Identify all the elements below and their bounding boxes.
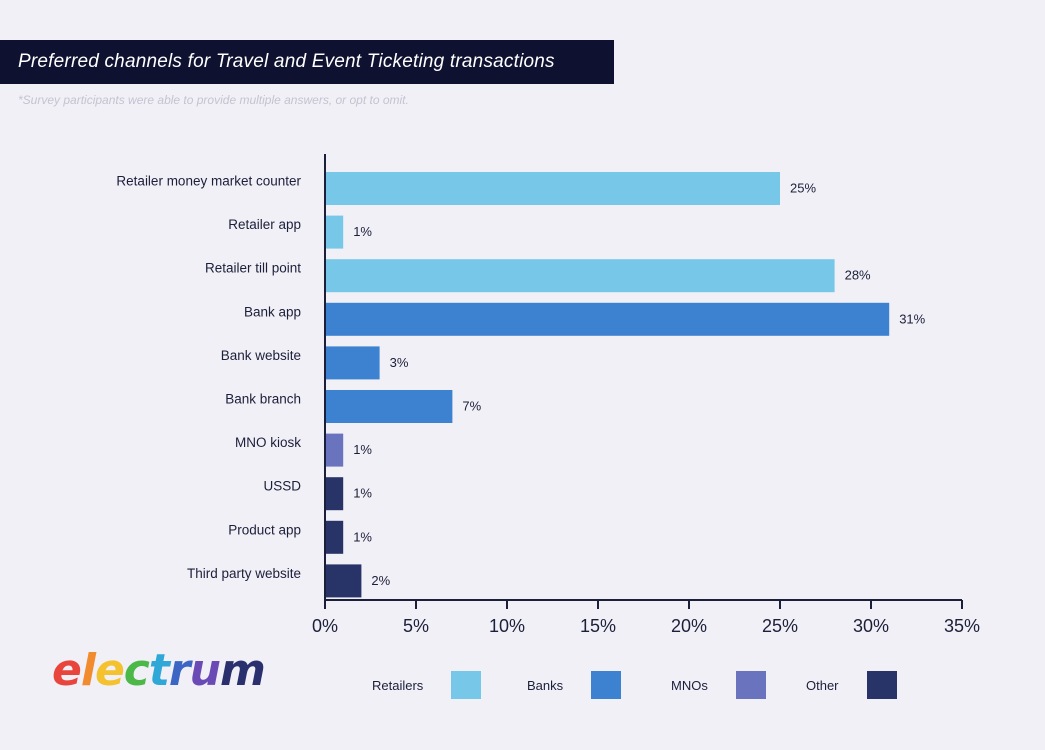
bar-8 bbox=[325, 520, 344, 554]
category-label: Bank app bbox=[244, 304, 301, 319]
legend-swatch bbox=[591, 671, 622, 699]
logo-letter: u bbox=[189, 645, 221, 696]
x-tick-label: 5% bbox=[403, 616, 429, 636]
value-label: 25% bbox=[790, 181, 816, 196]
value-label: 31% bbox=[899, 311, 925, 326]
bar-9 bbox=[325, 564, 362, 598]
legend-swatch bbox=[451, 671, 482, 699]
title-banner: Preferred channels for Travel and Event … bbox=[0, 40, 614, 84]
legend-swatch bbox=[866, 671, 897, 699]
value-label: 1% bbox=[353, 442, 372, 457]
value-label: 28% bbox=[845, 268, 871, 283]
x-tick-label: 10% bbox=[489, 616, 525, 636]
category-label: MNO kiosk bbox=[235, 435, 301, 450]
bar-4 bbox=[325, 346, 380, 380]
value-label: 7% bbox=[462, 399, 481, 414]
bar-3 bbox=[325, 302, 890, 336]
legend-label: Banks bbox=[527, 677, 564, 693]
x-tick-label: 20% bbox=[671, 616, 707, 636]
category-label: USSD bbox=[263, 479, 301, 494]
legend-item-retailers: Retailers bbox=[372, 670, 482, 700]
electrum-logo: electrum bbox=[52, 645, 266, 696]
x-tick-label: 30% bbox=[853, 616, 889, 636]
logo-letter: r bbox=[168, 645, 191, 696]
legend-swatch bbox=[735, 671, 766, 699]
bar-group bbox=[325, 172, 890, 598]
legend-item-mnos: MNOs bbox=[671, 670, 766, 700]
category-label: Retailer money market counter bbox=[116, 174, 301, 189]
bar-6 bbox=[325, 433, 344, 467]
legend-label: Other bbox=[806, 677, 839, 693]
logo-letter: e bbox=[94, 645, 125, 696]
chart-title: Preferred channels for Travel and Event … bbox=[18, 51, 555, 72]
bar-2 bbox=[325, 259, 835, 293]
legend-label: MNOs bbox=[671, 677, 708, 693]
legend-label: Retailers bbox=[372, 677, 424, 693]
value-label: 3% bbox=[390, 355, 409, 370]
logo-letter: t bbox=[148, 645, 170, 696]
value-label: 2% bbox=[371, 573, 390, 588]
chart-subtitle: *Survey participants were able to provid… bbox=[18, 93, 409, 107]
value-label: 1% bbox=[353, 486, 372, 501]
bar-7 bbox=[325, 477, 344, 511]
chart-legend: Retailers Banks MNOs Other bbox=[0, 670, 1045, 700]
category-label: Retailer till point bbox=[205, 261, 301, 276]
bar-0 bbox=[325, 172, 780, 205]
x-tick-label: 25% bbox=[762, 616, 798, 636]
x-tick-label: 35% bbox=[944, 616, 980, 636]
value-label: 1% bbox=[353, 529, 372, 544]
x-tick-label: 0% bbox=[312, 616, 338, 636]
value-label: 1% bbox=[353, 224, 372, 239]
category-label: Bank branch bbox=[225, 392, 301, 407]
category-label: Bank website bbox=[221, 348, 301, 363]
chart-axes: Retailer money market counter 25% Retailer… bbox=[116, 154, 980, 636]
legend-item-other: Other bbox=[806, 670, 897, 700]
x-tick-label: 15% bbox=[580, 616, 616, 636]
logo-letter: e bbox=[52, 645, 82, 696]
category-label: Third party website bbox=[187, 566, 301, 581]
bar-chart: Retailer money market counter 25% Retailer… bbox=[116, 154, 980, 636]
bar-5 bbox=[325, 390, 453, 423]
bar-1 bbox=[325, 215, 344, 249]
category-label: Product app bbox=[228, 522, 301, 537]
legend-item-banks: Banks bbox=[527, 670, 622, 700]
category-label: Retailer app bbox=[228, 217, 301, 232]
logo-letter: c bbox=[123, 645, 150, 696]
logo-letter: m bbox=[219, 645, 266, 696]
logo-letter: l bbox=[80, 645, 96, 696]
